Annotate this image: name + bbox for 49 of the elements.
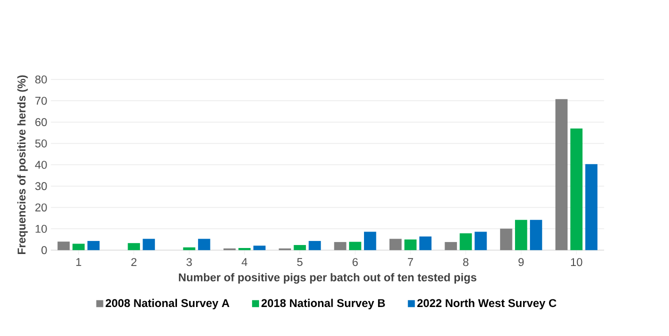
- x-tick-label: 10: [571, 258, 582, 266]
- bar: [58, 242, 70, 250]
- y-tick-label: 70: [35, 96, 47, 105]
- bar: [183, 247, 196, 250]
- bar: [87, 240, 100, 250]
- bar: [530, 220, 542, 250]
- bar: [349, 242, 362, 250]
- bar: [308, 240, 321, 250]
- x-axis-title: Number of positive pigs per batch out of ten tested pigs: [178, 273, 476, 284]
- x-tick-label: 5: [297, 258, 302, 266]
- y-tick-label: 0: [41, 246, 47, 254]
- bar: [72, 244, 85, 250]
- x-tick-label: 9: [518, 258, 524, 266]
- y-tick-label: 10: [36, 224, 47, 233]
- legend-label: 2022 North West Survey C: [417, 298, 556, 310]
- x-tick-label: 2: [131, 258, 136, 266]
- bar: [253, 246, 266, 250]
- x-tick-label: 4: [242, 258, 248, 266]
- bar: [570, 128, 583, 250]
- bar: [474, 232, 487, 250]
- y-tick-label: 40: [35, 160, 47, 169]
- y-tick-label: 20: [35, 204, 47, 212]
- bar: [444, 242, 457, 250]
- y-tick-label: 80: [35, 76, 47, 84]
- legend-label: 2008 National Survey A: [106, 298, 230, 310]
- bar: [294, 245, 306, 250]
- bar: [555, 99, 568, 250]
- legend-label: 2018 National Survey B: [261, 298, 385, 310]
- y-axis-title: Frequencies of positive herds (%): [17, 75, 28, 254]
- bar: [198, 238, 210, 250]
- bar: [142, 238, 155, 250]
- bar: [364, 232, 376, 250]
- bar: [128, 243, 140, 250]
- x-tick-label: 1: [76, 258, 82, 266]
- bar: [334, 242, 346, 250]
- y-tick-label: 60: [35, 118, 47, 126]
- bar: [515, 220, 528, 250]
- bar: [500, 228, 512, 250]
- x-tick-label: 8: [463, 258, 468, 266]
- x-tick-label: 7: [408, 258, 414, 266]
- bar: [585, 164, 598, 250]
- bar: [460, 233, 472, 250]
- y-tick-label: 50: [35, 140, 47, 148]
- bar: [389, 238, 402, 250]
- bar: [404, 240, 417, 250]
- x-tick-label: 3: [186, 258, 192, 266]
- y-tick-label: 30: [35, 182, 47, 190]
- bar: [419, 236, 432, 250]
- x-tick-label: 6: [352, 258, 358, 266]
